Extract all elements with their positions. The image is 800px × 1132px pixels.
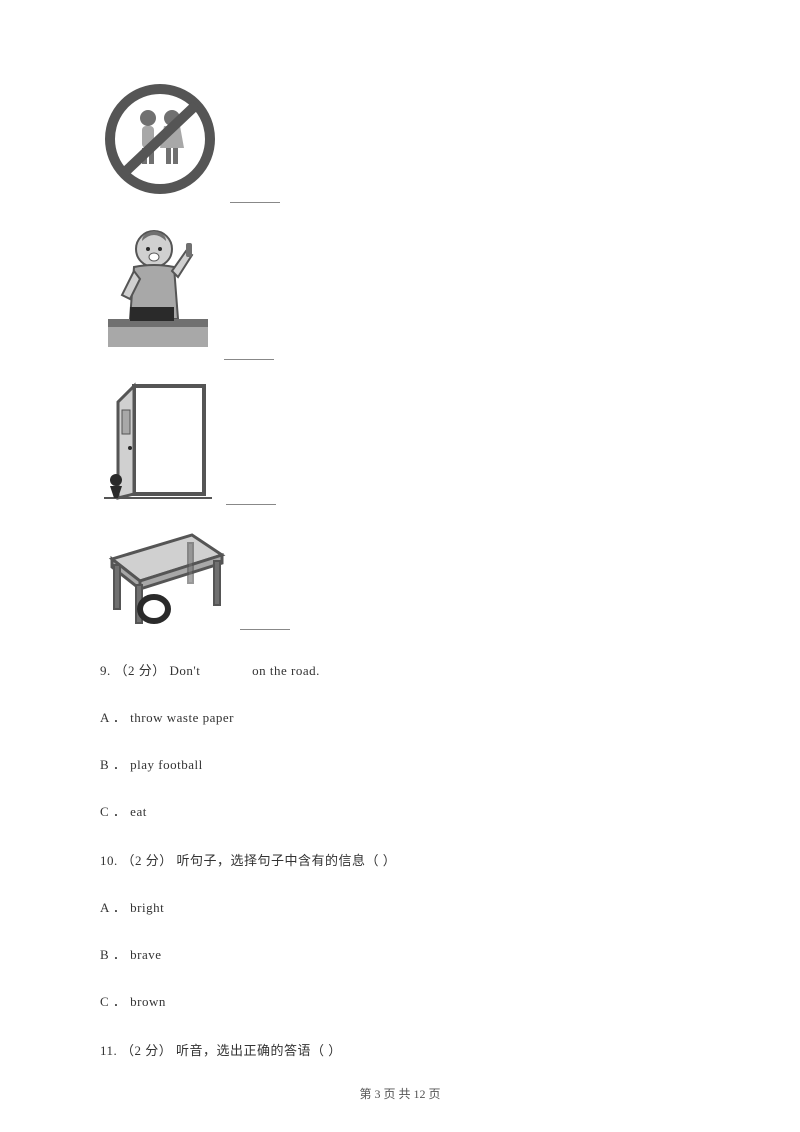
table-icon bbox=[100, 525, 230, 630]
option-letter: B ． bbox=[100, 757, 126, 772]
q9-number: 9. bbox=[100, 663, 111, 678]
answer-blank-1[interactable] bbox=[230, 202, 280, 203]
q9-points: （2 分） bbox=[115, 663, 166, 678]
q10-points: （2 分） bbox=[122, 853, 173, 868]
figure-4 bbox=[100, 525, 700, 630]
q11-number: 11. bbox=[100, 1043, 117, 1058]
q10-option-b[interactable]: B ． brave bbox=[100, 944, 700, 963]
option-letter: C ． bbox=[100, 994, 126, 1009]
q11-points: （2 分） bbox=[121, 1043, 172, 1058]
teacher-icon bbox=[100, 223, 214, 360]
answer-blank-3[interactable] bbox=[226, 504, 276, 505]
no-sign-icon bbox=[100, 80, 220, 203]
answer-blank-2[interactable] bbox=[224, 359, 274, 360]
q9-option-a[interactable]: A ． throw waste paper bbox=[100, 707, 700, 726]
q10-option-c[interactable]: C ． brown bbox=[100, 991, 700, 1010]
option-text: throw waste paper bbox=[130, 710, 234, 725]
page-content: 9. （2 分） Don't on the road. A ． throw wa… bbox=[0, 0, 800, 1059]
answer-blank-4[interactable] bbox=[240, 629, 290, 630]
q9-stem-prefix: Don't bbox=[170, 663, 201, 678]
q10-stem: 听句子，选择句子中含有的信息（ ） bbox=[177, 853, 397, 868]
q10-number: 10. bbox=[100, 853, 118, 868]
q9-option-b[interactable]: B ． play football bbox=[100, 754, 700, 773]
door-icon bbox=[100, 380, 216, 505]
option-text: brave bbox=[130, 947, 161, 962]
option-text: brown bbox=[130, 994, 166, 1009]
figure-2 bbox=[100, 223, 700, 360]
option-letter: B ． bbox=[100, 947, 126, 962]
question-11: 11. （2 分） 听音，选出正确的答语（ ） bbox=[100, 1040, 700, 1059]
footer-prefix: 第 bbox=[359, 1087, 371, 1101]
footer-suffix: 页 bbox=[429, 1087, 441, 1101]
option-text: play football bbox=[130, 757, 203, 772]
q11-stem: 听音，选出正确的答语（ ） bbox=[176, 1043, 342, 1058]
figure-3 bbox=[100, 380, 700, 505]
figure-1 bbox=[100, 80, 700, 203]
q10-option-a[interactable]: A ． bright bbox=[100, 897, 700, 916]
question-10: 10. （2 分） 听句子，选择句子中含有的信息（ ） bbox=[100, 850, 700, 869]
question-9: 9. （2 分） Don't on the road. bbox=[100, 660, 700, 679]
option-text: eat bbox=[130, 804, 147, 819]
q9-option-c[interactable]: C ． eat bbox=[100, 801, 700, 820]
footer-current-page: 3 bbox=[374, 1087, 380, 1101]
q9-stem-suffix: on the road. bbox=[252, 663, 320, 678]
option-text: bright bbox=[130, 900, 164, 915]
option-letter: A ． bbox=[100, 900, 126, 915]
footer-total-pages: 12 bbox=[414, 1087, 426, 1101]
footer-middle: 页 共 bbox=[383, 1087, 410, 1101]
option-letter: C ． bbox=[100, 804, 126, 819]
page-footer: 第 3 页 共 12 页 bbox=[0, 1085, 800, 1102]
option-letter: A ． bbox=[100, 710, 126, 725]
